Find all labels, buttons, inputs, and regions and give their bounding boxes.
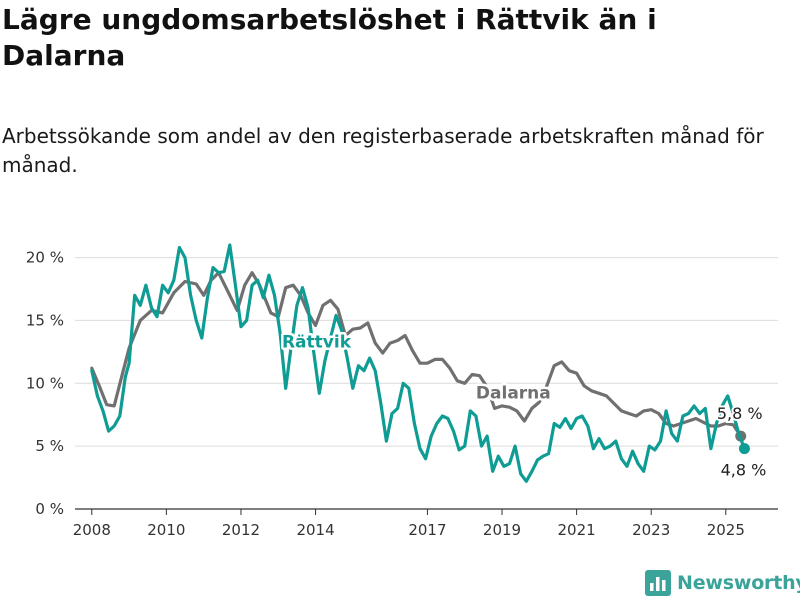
series-name-label: Rättvik: [282, 332, 352, 352]
series-end-value-label: 5,8 %: [717, 404, 763, 423]
brand-name: Newsworthy: [677, 572, 800, 594]
series-line-dalarna: [90, 271, 743, 438]
y-tick-label: 5 %: [35, 437, 64, 455]
x-tick-label: 2023: [632, 521, 670, 539]
y-axis-tick-labels: 0 % 5 % 10 % 15 % 20 %: [26, 249, 64, 518]
chart-title: Lägre ungdomsarbetslöshet i Rättvik än i…: [2, 3, 657, 72]
y-tick-label: 0 %: [35, 500, 64, 518]
chart-subtitle: Arbetssökande som andel av den registerb…: [2, 124, 764, 177]
series-name-label: Dalarna: [476, 383, 551, 403]
x-axis-ticks: 2008 2010 2012 2014 2017 2019 2021 2023 2025: [73, 509, 745, 539]
x-tick-label: 2017: [408, 521, 446, 539]
x-tick-label: 2025: [707, 521, 745, 539]
bar-chart-icon: [645, 570, 671, 596]
x-tick-label: 2010: [147, 521, 185, 539]
line-chart: 0 %5 %10 %15 %20 % 2008 2010 2012 2014 2017 2…: [26, 243, 778, 539]
y-tick-label: 10 %: [26, 374, 64, 392]
grid-lines: [75, 257, 778, 510]
y-tick-label: 20 %: [26, 249, 64, 267]
x-tick-label: 2021: [558, 521, 596, 539]
series-labels: Dalarna Rättvik 5,8 % 4,8 %: [279, 330, 768, 482]
series-end-point: [738, 443, 750, 455]
series-line-r-ttvik: [90, 243, 746, 483]
x-tick-label: 2008: [73, 521, 111, 539]
newsworthy-logo: Newsworthy: [645, 568, 800, 598]
x-tick-label: 2019: [483, 521, 521, 539]
series-end-value-label: 4,8 %: [721, 461, 767, 480]
x-tick-label: 2014: [296, 521, 334, 539]
y-tick-label: 15 %: [26, 311, 64, 329]
x-tick-label: 2012: [222, 521, 260, 539]
series-lines: [90, 243, 750, 483]
